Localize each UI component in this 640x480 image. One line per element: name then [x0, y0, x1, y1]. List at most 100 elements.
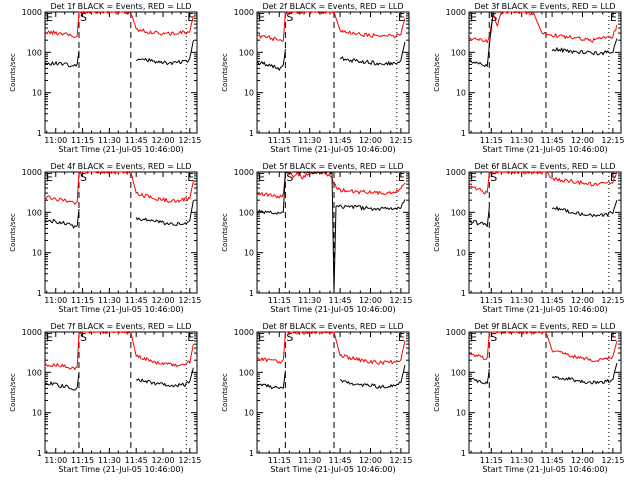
y-tick-label: 1000 [446, 8, 466, 17]
y-tick-label: 100 [451, 368, 466, 377]
plot-frame [468, 171, 622, 294]
series-line-events [256, 370, 286, 390]
x-tick-label: 11:15 [480, 296, 503, 305]
x-axis-label: Start Time (21-Jul-05 10:46:00) [58, 305, 183, 314]
y-tick-label: 1 [249, 129, 254, 138]
series-line-events [339, 41, 406, 66]
series-line-events [44, 50, 80, 68]
marker-label: E [610, 11, 617, 24]
x-tick-label: 11:15 [480, 456, 503, 465]
y-tick-label: 1000 [22, 8, 42, 17]
y-tick-label: 100 [239, 208, 254, 217]
series-line-events [551, 38, 618, 56]
y-tick-label: 100 [27, 48, 42, 57]
plot-frame [256, 331, 410, 454]
series-line-lld [468, 331, 618, 363]
series-line-events [551, 200, 618, 218]
series-line-events [136, 40, 194, 66]
panel-det-9f: Det 9f BLACK = Events, RED = LLD 1 10 100 10… [433, 322, 624, 474]
series-line-events [339, 365, 406, 389]
plot-frame [44, 11, 198, 134]
x-tick-label: 12:00 [571, 296, 594, 305]
x-tick-label: 11:30 [510, 296, 533, 305]
x-axis-label: Start Time (21-Jul-05 10:46:00) [270, 305, 395, 314]
y-tick-label: 1 [249, 449, 254, 458]
series-line-events [135, 367, 194, 388]
y-tick-label: 1000 [22, 328, 42, 337]
x-tick-label: 11:15 [268, 296, 291, 305]
marker-label: S [490, 331, 497, 344]
panel-det-7f: Det 7f BLACK = Events, RED = LLD 1 10 100 10… [9, 322, 201, 474]
x-tick-label: 11:30 [98, 296, 121, 305]
series-line-events [257, 49, 286, 71]
marker-label: E [258, 11, 265, 24]
panel-title: Det 5f BLACK = Events, RED = LLD [262, 162, 403, 171]
marker-label: E [187, 331, 194, 344]
x-tick-label: 11:30 [98, 136, 121, 145]
marker-label: E [46, 11, 53, 24]
x-tick-label: 11:15 [480, 136, 503, 145]
y-tick-label: 1 [461, 289, 466, 298]
panel-title: Det 8f BLACK = Events, RED = LLD [262, 322, 403, 331]
marker-label: S [286, 11, 293, 24]
panel-det-4f: Det 4f BLACK = Events, RED = LLD 1 10 100 10… [9, 162, 201, 314]
x-tick-label: 12:00 [151, 456, 174, 465]
panel-det-1f: Det 1f BLACK = Events, RED = LLD 1 10 100 10… [9, 2, 201, 154]
panel-det-6f: Det 6f BLACK = Events, RED = LLD 1 10 100 10… [433, 162, 624, 314]
series-line-events [44, 372, 80, 391]
x-tick-label: 12:00 [571, 456, 594, 465]
marker-label: E [398, 171, 405, 184]
series-line-lld [45, 171, 194, 205]
y-axis-label: Counts/sec [221, 373, 229, 412]
x-tick-label: 11:00 [44, 296, 67, 305]
marker-label: S [286, 171, 293, 184]
marker-label: E [470, 11, 477, 24]
plot-frame [44, 331, 198, 454]
series-line-lld [257, 11, 406, 42]
panel-det-3f: Det 3f BLACK = Events, RED = LLD 1 10 100 10… [433, 2, 624, 154]
y-axis-label: Counts/sec [9, 53, 17, 92]
y-axis-label: Counts/sec [433, 53, 441, 92]
series-line-events [468, 11, 494, 67]
marker-label: E [610, 171, 617, 184]
marker-label: E [398, 11, 405, 24]
x-tick-label: 12:15 [178, 456, 201, 465]
x-tick-label: 11:30 [510, 456, 533, 465]
y-tick-label: 10 [32, 89, 42, 98]
y-tick-label: 1000 [446, 328, 466, 337]
y-tick-label: 100 [451, 208, 466, 217]
x-tick-label: 12:00 [151, 296, 174, 305]
x-tick-label: 12:15 [601, 456, 624, 465]
y-tick-label: 10 [244, 409, 254, 418]
x-tick-label: 11:45 [125, 456, 148, 465]
x-tick-label: 11:45 [541, 456, 564, 465]
x-tick-label: 12:15 [389, 136, 412, 145]
x-tick-label: 12:00 [151, 136, 174, 145]
plot-frame [256, 11, 410, 134]
y-tick-label: 100 [239, 48, 254, 57]
marker-label: E [470, 171, 477, 184]
x-axis-label: Start Time (21-Jul-05 10:46:00) [270, 465, 395, 474]
panel-title: Det 3f BLACK = Events, RED = LLD [474, 2, 615, 11]
panel-title: Det 6f BLACK = Events, RED = LLD [474, 162, 615, 171]
y-tick-label: 1000 [446, 168, 466, 177]
panel-det-8f: Det 8f BLACK = Events, RED = LLD 1 10 100 10… [221, 322, 412, 474]
x-tick-label: 12:00 [571, 136, 594, 145]
y-axis-label: Counts/sec [221, 213, 229, 252]
x-axis-label: Start Time (21-Jul-05 10:46:00) [482, 465, 607, 474]
series-line-events [256, 171, 406, 294]
x-tick-label: 12:15 [178, 296, 201, 305]
x-axis-label: Start Time (21-Jul-05 10:46:00) [482, 305, 607, 314]
y-tick-label: 100 [451, 48, 466, 57]
x-tick-label: 11:15 [71, 296, 94, 305]
series-line-events [135, 200, 194, 226]
series-line-events [468, 369, 490, 385]
y-tick-label: 1 [461, 129, 466, 138]
y-axis-label: Counts/sec [9, 213, 17, 252]
panel-title: Det 4f BLACK = Events, RED = LLD [50, 162, 191, 171]
panel-title: Det 2f BLACK = Events, RED = LLD [262, 2, 403, 11]
marker-label: E [187, 171, 194, 184]
y-tick-label: 1 [249, 289, 254, 298]
marker-label: E [258, 331, 265, 344]
x-tick-label: 11:30 [510, 136, 533, 145]
